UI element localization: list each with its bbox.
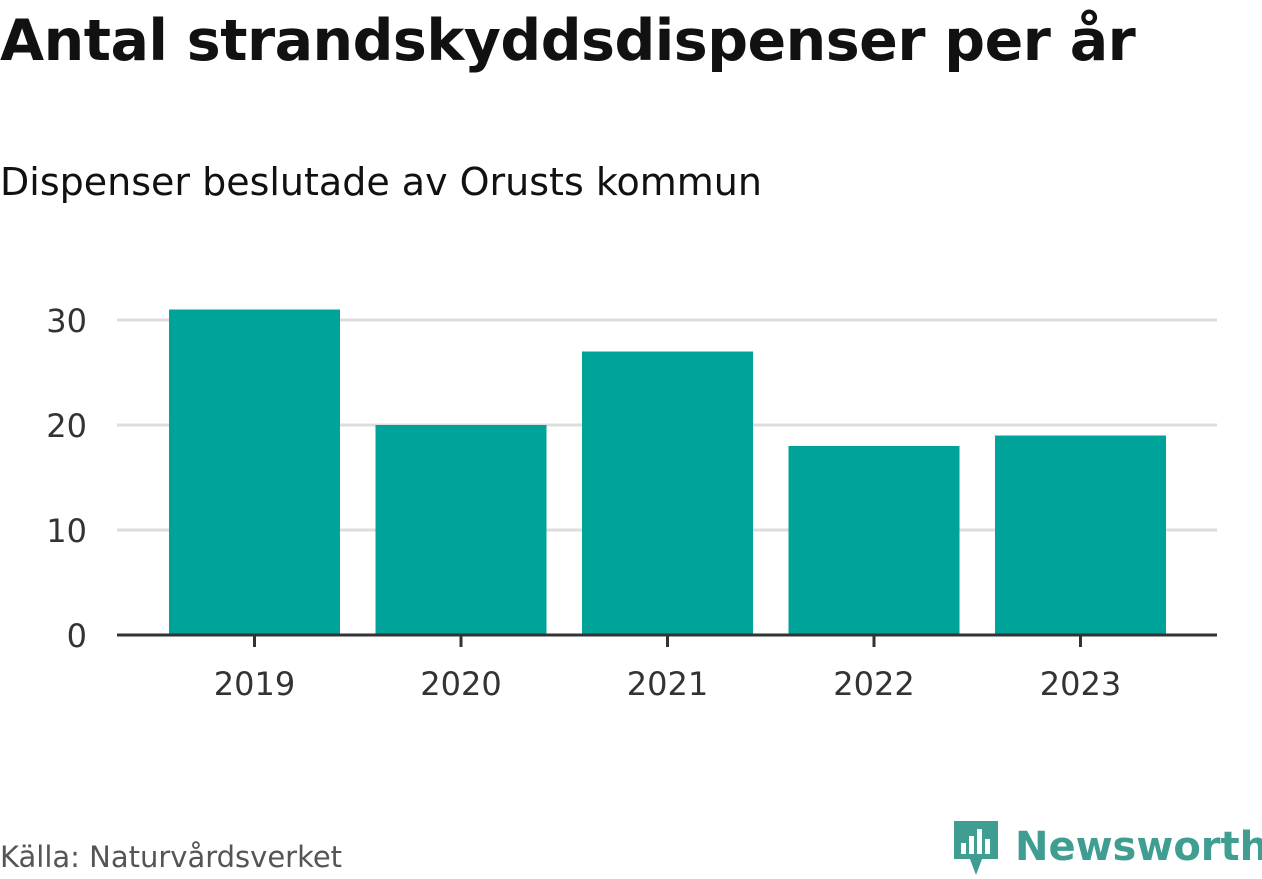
source-note: Källa: Naturvårdsverket	[0, 840, 343, 874]
x-tick-label: 2020	[420, 665, 501, 703]
bar-2019	[169, 309, 340, 635]
x-tick-label: 2019	[214, 665, 295, 703]
chart-subtitle: Dispenser beslutade av Orusts kommun	[0, 160, 762, 204]
bar-2020	[375, 425, 547, 635]
bar-2023	[995, 435, 1166, 635]
newsworthy-logo-icon	[954, 821, 998, 875]
brand-name: Newsworthy	[1015, 824, 1262, 870]
y-tick-label: 0	[67, 617, 87, 655]
y-tick-label: 10	[46, 512, 87, 550]
bar-2022	[788, 446, 960, 635]
chart-title: Antal strandskyddsdispenser per år	[0, 8, 1136, 74]
x-tick-label: 2023	[1040, 665, 1121, 703]
brand-logo: Newsworthy	[951, 818, 1262, 876]
y-tick-label: 30	[46, 302, 87, 340]
bar-2021	[582, 351, 753, 635]
y-tick-label: 20	[46, 407, 87, 445]
x-tick-label: 2021	[627, 665, 708, 703]
x-tick-label: 2022	[833, 665, 914, 703]
